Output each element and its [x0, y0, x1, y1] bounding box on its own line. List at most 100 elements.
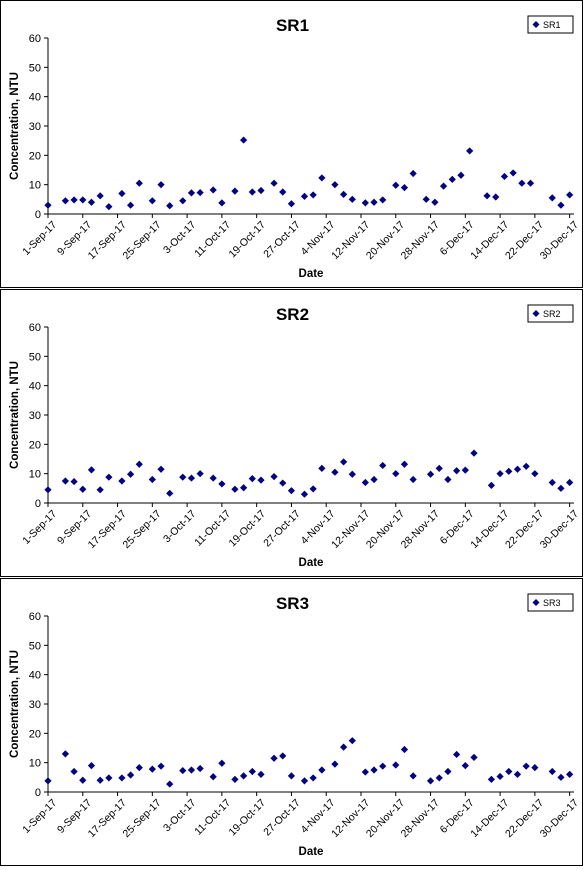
data-point [379, 196, 387, 204]
data-point [409, 475, 417, 484]
x-tick-label: 27-Oct-17 [261, 508, 303, 550]
legend: SR2 [527, 304, 574, 323]
data-point [196, 188, 204, 197]
chart-panel-sr3: SR3 0 10 20 30 40 50 60 1-Sep-17 9-Sep-17 17-Sep-1… [0, 578, 583, 866]
data-point [257, 476, 265, 484]
data-point [231, 187, 239, 195]
data-point [231, 485, 239, 493]
data-point [566, 191, 574, 199]
data-point [218, 759, 226, 767]
data-point [392, 470, 400, 478]
data-point [87, 198, 96, 206]
data-point [231, 775, 239, 783]
data-point [496, 772, 504, 781]
data-point [209, 773, 217, 781]
data-point [439, 182, 448, 190]
y-tick-label: 60 [29, 611, 41, 623]
legend-marker [532, 21, 540, 28]
y-tick-label: 60 [29, 322, 41, 334]
data-point [135, 764, 143, 772]
data-point [300, 192, 309, 200]
data-point [548, 767, 556, 776]
y-tick-label: 20 [29, 150, 41, 162]
data-point [318, 174, 326, 182]
data-point [370, 198, 378, 206]
data-point [279, 752, 287, 760]
y-tick-label: 10 [29, 758, 41, 770]
data-point [483, 192, 491, 200]
y-tick-label: 10 [29, 469, 41, 481]
data-point [126, 771, 135, 779]
data-point [105, 774, 113, 782]
data-point [257, 770, 265, 778]
data-point [270, 754, 278, 762]
data-point [270, 179, 278, 187]
legend-marker [532, 310, 540, 317]
data-point [309, 485, 317, 493]
data-point [70, 196, 78, 204]
data-point [209, 186, 217, 194]
data-point [496, 470, 504, 478]
x-tick-label: 1-Sep-17 [20, 797, 59, 836]
y-tick-label: 40 [29, 381, 41, 393]
data-point [118, 189, 126, 198]
data-point [166, 780, 174, 788]
data-point [218, 199, 226, 207]
data-point [257, 186, 265, 195]
data-point [79, 485, 87, 493]
data-point [179, 766, 187, 775]
y-tick-label: 50 [29, 62, 41, 74]
data-point [531, 470, 539, 478]
x-tick-label: 19-Oct-17 [226, 219, 268, 261]
y-axis-label: Concentration, NTU [9, 650, 21, 758]
data-point [487, 775, 496, 783]
data-point [105, 473, 113, 481]
data-point [513, 770, 522, 778]
x-tick-label: 25-Sep-17 [120, 508, 163, 551]
chart-title: SR1 [276, 16, 309, 35]
data-point [400, 460, 409, 468]
data-point [196, 764, 204, 773]
data-point [400, 745, 409, 754]
data-point [318, 766, 326, 774]
data-point [444, 767, 452, 776]
data-point [370, 475, 378, 484]
data-point [248, 188, 256, 196]
data-point [518, 179, 526, 187]
chart-svg: SR101020304050601-Sep-179-Sep-1717-Sep-1… [9, 15, 581, 280]
data-point [309, 774, 317, 782]
data-point [461, 762, 469, 770]
data-point [135, 460, 143, 468]
data-point [318, 464, 326, 472]
legend-label: SR2 [543, 309, 561, 319]
data-point [392, 181, 400, 189]
x-tick-label: 30-Dec-17 [538, 508, 581, 551]
data-point [61, 197, 69, 205]
data-point [157, 465, 165, 473]
data-point [492, 193, 500, 201]
data-point [566, 478, 574, 487]
data-point [361, 768, 369, 776]
y-tick-label: 50 [29, 640, 41, 652]
data-point [448, 175, 456, 183]
data-point [79, 196, 87, 204]
data-point [240, 136, 248, 144]
data-point [96, 192, 104, 200]
y-tick-label: 30 [29, 410, 41, 422]
chart-svg: SR201020304050601-Sep-179-Sep-1717-Sep-1… [9, 304, 581, 569]
data-point [457, 171, 465, 179]
y-tick-label: 60 [29, 33, 41, 45]
data-point [348, 737, 356, 745]
y-tick-label: 40 [29, 92, 41, 104]
legend-box [527, 593, 574, 612]
y-tick-label: 0 [35, 787, 41, 799]
chart-title: SR2 [276, 305, 309, 324]
data-point [409, 772, 417, 780]
data-point [61, 477, 69, 485]
data-point [340, 190, 348, 198]
data-point [196, 470, 204, 478]
x-axis-label: Date [299, 268, 324, 280]
x-tick-label: 28-Nov-17 [399, 797, 442, 840]
data-point [466, 147, 474, 155]
